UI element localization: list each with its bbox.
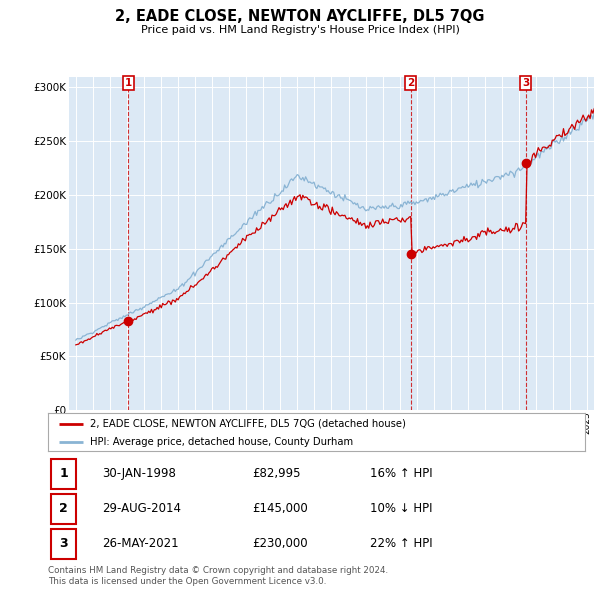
Text: Contains HM Land Registry data © Crown copyright and database right 2024.
This d: Contains HM Land Registry data © Crown c… — [48, 566, 388, 586]
Text: 10% ↓ HPI: 10% ↓ HPI — [370, 502, 433, 516]
Text: 26-MAY-2021: 26-MAY-2021 — [102, 537, 178, 550]
FancyBboxPatch shape — [50, 529, 76, 559]
FancyBboxPatch shape — [50, 458, 76, 489]
Text: HPI: Average price, detached house, County Durham: HPI: Average price, detached house, Coun… — [90, 437, 353, 447]
Text: 30-JAN-1998: 30-JAN-1998 — [102, 467, 176, 480]
Text: £145,000: £145,000 — [252, 502, 308, 516]
Text: 1: 1 — [59, 467, 68, 480]
Text: £230,000: £230,000 — [252, 537, 308, 550]
Text: 29-AUG-2014: 29-AUG-2014 — [102, 502, 181, 516]
FancyBboxPatch shape — [50, 494, 76, 524]
Text: 22% ↑ HPI: 22% ↑ HPI — [370, 537, 433, 550]
Text: Price paid vs. HM Land Registry's House Price Index (HPI): Price paid vs. HM Land Registry's House … — [140, 25, 460, 35]
Text: 2: 2 — [407, 78, 415, 88]
Text: 3: 3 — [59, 537, 68, 550]
Text: 2, EADE CLOSE, NEWTON AYCLIFFE, DL5 7QG: 2, EADE CLOSE, NEWTON AYCLIFFE, DL5 7QG — [115, 9, 485, 24]
Text: 2, EADE CLOSE, NEWTON AYCLIFFE, DL5 7QG (detached house): 2, EADE CLOSE, NEWTON AYCLIFFE, DL5 7QG … — [90, 419, 406, 429]
Text: £82,995: £82,995 — [252, 467, 301, 480]
Text: 2: 2 — [59, 502, 68, 516]
Text: 1: 1 — [125, 78, 132, 88]
Text: 16% ↑ HPI: 16% ↑ HPI — [370, 467, 433, 480]
Text: 3: 3 — [522, 78, 529, 88]
